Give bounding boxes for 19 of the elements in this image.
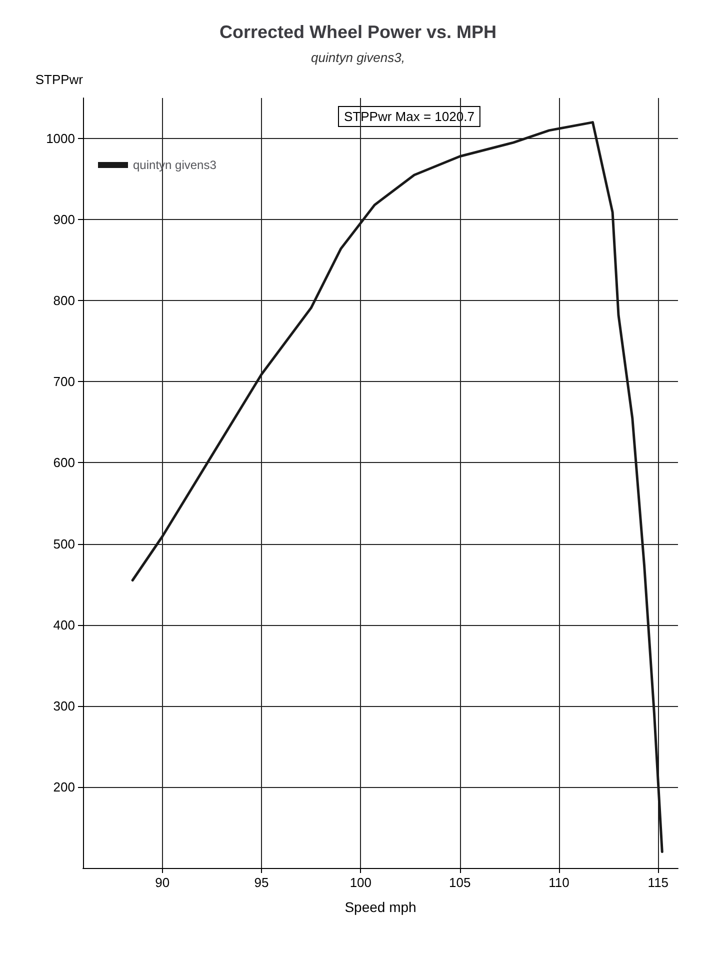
y-tick-label: 800 — [53, 293, 75, 308]
y-tick-label: 900 — [53, 212, 75, 228]
x-axis-title: Speed mph — [344, 899, 416, 915]
y-tick-label: 300 — [53, 698, 75, 714]
x-tick-label: 110 — [548, 875, 570, 890]
x-tick-label: 105 — [448, 875, 471, 890]
chart-title: Corrected Wheel Power vs. MPH — [219, 22, 497, 42]
x-tick-label: 115 — [648, 875, 669, 890]
y-tick-label: 400 — [53, 617, 75, 632]
y-tick-label: 700 — [53, 374, 75, 390]
y-tick-label: 1000 — [46, 131, 75, 146]
y-tick-label: 600 — [53, 455, 75, 470]
y-axis-title: STPPwr — [35, 72, 84, 87]
y-tick-label: 200 — [53, 779, 75, 794]
x-tick-label: 90 — [155, 875, 170, 890]
x-tick-label: 100 — [350, 875, 372, 890]
x-tick-label: 95 — [254, 875, 269, 890]
y-tick-label: 500 — [53, 536, 75, 552]
chart-subtitle: quintyn givens3, — [311, 50, 405, 65]
